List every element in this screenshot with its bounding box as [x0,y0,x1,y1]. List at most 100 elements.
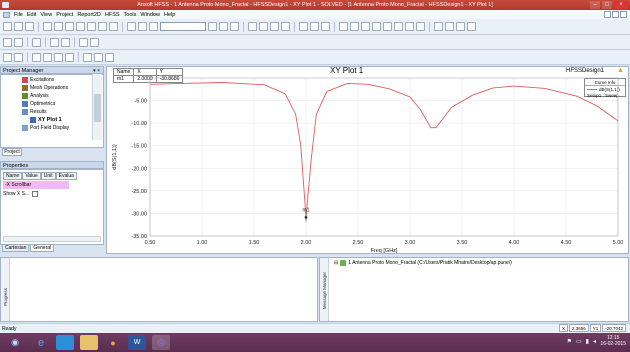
subtract-icon[interactable] [310,22,319,31]
delete-icon[interactable] [87,22,96,31]
paste-icon[interactable] [65,22,74,31]
keyboard-icon[interactable]: ▭ [576,339,582,345]
ie-icon[interactable]: e [37,336,45,349]
properties-scrollbar[interactable] [3,236,101,242]
tree-item-port-field[interactable]: Port Field Display [22,124,69,132]
tree-item-xy-plot[interactable]: XY Plot 1 [30,116,62,124]
mdi-restore-button[interactable] [612,11,619,18]
pin-icon[interactable]: ▾ × [93,68,100,74]
menu-tools[interactable]: Tools [123,11,137,18]
tab-general[interactable]: General [30,244,55,252]
hfss-icon[interactable]: ◎ [152,335,170,350]
sphere-icon[interactable] [270,22,279,31]
analyze-icon[interactable] [3,37,12,47]
network-icon[interactable]: ▮ [585,339,589,345]
tab-cartesian[interactable]: Cartesian [2,244,30,252]
cut-icon[interactable] [43,22,52,31]
marker-table[interactable]: Name X Y m1 2.0000 -30.8686 [112,68,184,83]
play-icon[interactable] [456,22,465,31]
property-row-show-x[interactable]: Show X S... [3,190,39,198]
open-icon[interactable] [14,22,23,31]
message-manager-label: Message Manager [322,272,327,310]
polyline-icon[interactable] [350,22,359,31]
zoom-window-icon[interactable] [94,52,103,62]
field-icon[interactable] [219,22,228,31]
new-icon[interactable] [3,22,12,31]
results-icon[interactable] [90,37,99,47]
validate-icon[interactable] [14,37,23,47]
folder-icon[interactable] [80,335,98,350]
menu-file[interactable]: File [14,11,23,18]
property-row-scrollbar[interactable]: -X Scrollbar [3,181,69,189]
print-icon[interactable] [76,22,85,31]
line-icon[interactable] [339,22,348,31]
mdi-minimize-button[interactable] [604,11,611,18]
unite-icon[interactable] [299,22,308,31]
fit-icon[interactable] [14,52,23,62]
move-icon[interactable] [43,52,52,62]
measure-icon[interactable] [105,52,114,62]
equation-icon[interactable] [383,22,392,31]
menu-report2d[interactable]: Report2D [77,11,101,18]
tree-item-excitations[interactable]: Excitations [22,76,54,84]
curve-info-legend[interactable]: Curve Info dB(S(1,1)) Setup1 : Sweep [584,78,626,98]
chrome-icon[interactable]: ● [110,337,116,348]
prev-icon[interactable] [445,22,454,31]
undo-icon[interactable] [98,22,107,31]
box-icon[interactable] [248,22,257,31]
tree-item-results[interactable]: Results [22,108,47,116]
tree-scrollbar[interactable] [92,74,102,140]
menu-help[interactable]: Help [163,11,176,18]
tree-item-optimetrics[interactable]: Optimetrics [22,100,55,108]
spline-icon[interactable] [372,22,381,31]
next-icon[interactable] [467,22,476,31]
boundary-icon[interactable] [32,37,41,47]
orbit-icon[interactable] [32,52,41,62]
select-icon[interactable] [127,22,136,31]
dropdown-icon[interactable] [208,22,217,31]
zoom-out-icon[interactable] [65,52,74,62]
close-button[interactable]: × [614,1,628,9]
grid-icon[interactable] [230,22,239,31]
tree-item-mesh[interactable]: Mesh Operations [22,84,68,92]
show-x-checkbox[interactable] [32,191,39,197]
volume-icon[interactable]: ◂ [592,339,596,345]
port-icon[interactable] [61,37,70,47]
copy-icon[interactable] [54,22,63,31]
menu-project[interactable]: Project [56,11,74,18]
cylinder-icon[interactable] [259,22,268,31]
selection-combo[interactable] [160,22,206,31]
circle-icon[interactable] [394,22,403,31]
desktop-icon[interactable] [56,335,74,350]
maximize-button[interactable]: □ [602,1,612,9]
message-entry[interactable]: ⊟ 1 Antenna Proto Mono_Fractal (C:/Users… [334,260,512,266]
start-button[interactable]: ◉ [11,337,19,347]
zoom-icon[interactable] [83,52,92,62]
ellipse-icon[interactable] [405,22,414,31]
rotate-icon[interactable] [138,22,147,31]
plane-icon[interactable] [281,22,290,31]
pan-icon[interactable] [149,22,158,31]
menu-edit[interactable]: Edit [26,11,37,18]
menu-window[interactable]: Window [140,11,160,18]
excitation-icon[interactable] [50,37,59,47]
first-icon[interactable] [434,22,443,31]
minimize-button[interactable]: – [590,1,600,9]
mdi-close-button[interactable] [620,11,627,18]
tab-project[interactable]: Project [2,148,22,156]
tray-clock[interactable]: 12:15 16-02-2015 [600,335,626,347]
zoom-in-icon[interactable] [54,52,63,62]
solve-icon[interactable] [3,52,12,62]
xy-plot-chart[interactable]: 0.50 1.00 1.50 2.00 2.50 3.00 3.50 4.00 4.50 5.00… [106,74,626,254]
flag-icon[interactable]: ⚑ [566,339,572,345]
menu-hfss[interactable]: HFSS [104,11,120,18]
word-icon[interactable]: W [128,335,146,350]
mesh-icon[interactable] [79,37,88,47]
intersect-icon[interactable] [321,22,330,31]
tree-item-analysis[interactable]: Analysis [22,92,49,100]
redo-icon[interactable] [109,22,118,31]
menu-view[interactable]: View [40,11,53,18]
rect-icon[interactable] [416,22,425,31]
save-icon[interactable] [25,22,34,31]
arc-icon[interactable] [361,22,370,31]
